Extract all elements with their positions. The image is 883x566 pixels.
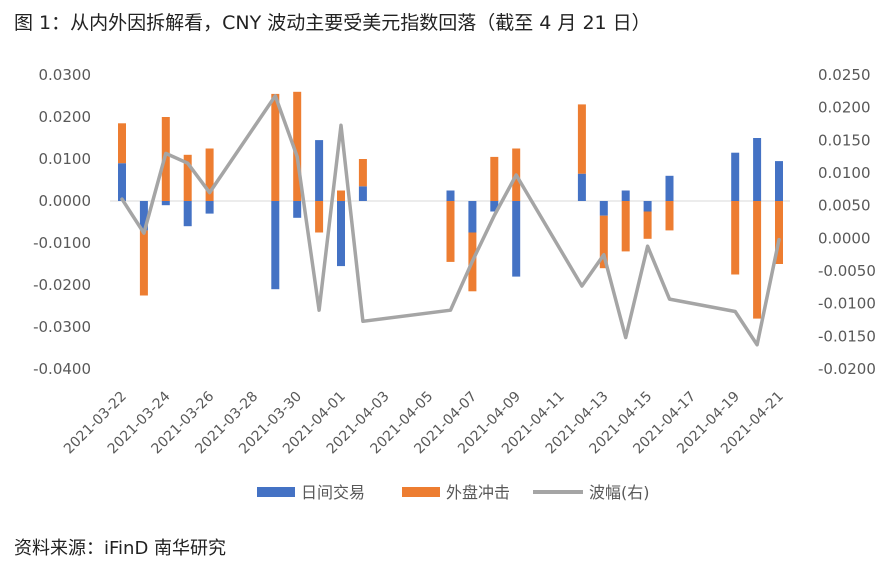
y-right-tick-label: -0.0050 xyxy=(818,262,876,280)
y-right-tick-label: 0.0250 xyxy=(818,66,871,84)
bar-external xyxy=(183,154,192,201)
y-right-tick-label: -0.0100 xyxy=(818,295,876,313)
series-line-volatility xyxy=(120,94,781,347)
bar-external xyxy=(205,148,214,201)
bar-external xyxy=(753,201,762,319)
bar-intraday xyxy=(753,138,762,201)
bar-intraday xyxy=(205,201,214,214)
y-right-tick-label: 0.0050 xyxy=(818,197,871,215)
bar-external xyxy=(621,201,630,252)
y-axis-left: 0.0300 0.0200 0.0100 0.0000 -0.0100 -0.0200 -0… xyxy=(33,66,91,378)
legend: 日间交易 外盘冲击 波幅(右) xyxy=(257,483,650,502)
bar-intraday xyxy=(731,152,740,201)
y-left-tick-label: -0.0300 xyxy=(33,318,91,336)
legend-label: 外盘冲击 xyxy=(446,483,510,502)
bar-intraday xyxy=(775,161,783,201)
y-left-tick-label: 0.0000 xyxy=(39,192,92,210)
x-axis: 2021-03-222021-03-242021-03-262021-03-28… xyxy=(61,200,790,457)
line-layer xyxy=(120,94,781,347)
legend-label: 日间交易 xyxy=(301,483,365,502)
bar-external xyxy=(490,156,499,201)
legend-swatch xyxy=(257,487,295,497)
bar-external xyxy=(139,230,148,296)
bar-intraday xyxy=(293,201,302,218)
bar-intraday xyxy=(665,175,674,201)
y-left-tick-label: -0.0200 xyxy=(33,276,91,294)
source-note: 资料来源：iFinD 南华研究 xyxy=(14,538,227,559)
chart-title: 图 1：从内外因拆解看，CNY 波动主要受美元指数回落（截至 4 月 21 日） xyxy=(14,12,651,34)
bar-intraday xyxy=(643,201,652,212)
y-left-tick-label: -0.0100 xyxy=(33,234,91,252)
bar-external xyxy=(643,211,652,239)
bar-intraday xyxy=(337,201,345,267)
bar-external xyxy=(118,123,126,164)
bar-external xyxy=(337,190,345,201)
bar-intraday xyxy=(161,201,170,206)
y-right-tick-label: 0.0000 xyxy=(818,229,871,247)
y-right-tick-label: 0.0200 xyxy=(818,99,871,117)
bar-intraday xyxy=(118,163,126,201)
y-left-tick-label: 0.0300 xyxy=(39,66,92,84)
y-right-tick-label: -0.0200 xyxy=(818,360,876,378)
bar-external xyxy=(271,93,280,201)
bar-intraday xyxy=(490,201,499,212)
bar-intraday xyxy=(358,186,367,201)
bar-intraday xyxy=(183,201,192,227)
y-right-tick-label: -0.0150 xyxy=(818,327,876,345)
y-axis-right: 0.0250 0.0200 0.0150 0.0100 0.0050 0.0000 -0.0… xyxy=(818,66,876,378)
bar-external xyxy=(599,215,608,269)
bar-intraday xyxy=(139,201,148,231)
y-left-tick-label: 0.0200 xyxy=(39,108,92,126)
bar-intraday xyxy=(468,201,477,233)
bar-external xyxy=(293,91,302,201)
bar-intraday xyxy=(512,201,521,277)
y-right-tick-label: 0.0100 xyxy=(818,164,871,182)
bar-intraday xyxy=(446,190,455,201)
y-left-tick-label: 0.0100 xyxy=(39,150,92,168)
legend-swatch xyxy=(402,487,440,497)
bar-intraday xyxy=(577,173,586,201)
bar-external xyxy=(665,201,674,231)
bar-external xyxy=(577,104,586,174)
bar-intraday xyxy=(271,201,280,290)
bars-layer xyxy=(118,91,783,319)
bar-intraday xyxy=(599,201,608,216)
bar-external xyxy=(775,201,783,264)
bar-external xyxy=(446,201,455,262)
y-right-tick-label: 0.0150 xyxy=(818,131,871,149)
bar-intraday xyxy=(315,140,324,201)
bar-intraday xyxy=(621,190,630,201)
bar-external xyxy=(358,159,367,187)
bar-external xyxy=(731,201,740,275)
y-left-tick-label: -0.0400 xyxy=(33,360,91,378)
legend-label: 波幅(右) xyxy=(589,483,650,502)
bar-external xyxy=(315,201,324,233)
